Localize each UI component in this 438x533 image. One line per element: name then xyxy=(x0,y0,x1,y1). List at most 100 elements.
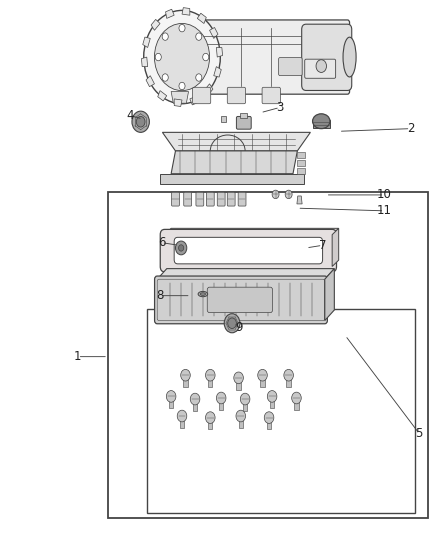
Text: 11: 11 xyxy=(377,204,392,217)
Ellipse shape xyxy=(144,11,220,104)
FancyBboxPatch shape xyxy=(174,237,322,264)
Bar xyxy=(297,160,305,166)
Circle shape xyxy=(258,369,267,381)
Bar xyxy=(208,422,212,429)
Circle shape xyxy=(234,372,244,384)
Polygon shape xyxy=(216,47,223,57)
Text: 10: 10 xyxy=(377,189,392,201)
Circle shape xyxy=(175,49,189,66)
Circle shape xyxy=(177,410,187,422)
Ellipse shape xyxy=(313,114,330,128)
Circle shape xyxy=(216,392,226,404)
FancyBboxPatch shape xyxy=(262,87,280,104)
FancyBboxPatch shape xyxy=(172,192,180,206)
Ellipse shape xyxy=(198,292,208,297)
Circle shape xyxy=(162,74,168,81)
Polygon shape xyxy=(151,19,160,30)
Bar xyxy=(221,116,226,122)
Circle shape xyxy=(236,410,246,422)
Polygon shape xyxy=(165,228,339,235)
Circle shape xyxy=(285,190,292,199)
FancyBboxPatch shape xyxy=(206,192,214,206)
Bar xyxy=(260,379,265,387)
Polygon shape xyxy=(143,37,150,47)
Circle shape xyxy=(162,33,202,82)
Circle shape xyxy=(316,60,326,72)
Polygon shape xyxy=(146,76,155,87)
Text: 8: 8 xyxy=(156,289,164,302)
Circle shape xyxy=(166,391,176,402)
Circle shape xyxy=(224,314,240,333)
Bar xyxy=(297,152,305,158)
Bar xyxy=(297,168,305,174)
Circle shape xyxy=(162,33,168,41)
FancyBboxPatch shape xyxy=(237,116,251,129)
Circle shape xyxy=(267,391,277,402)
Polygon shape xyxy=(166,9,174,18)
Polygon shape xyxy=(158,91,167,101)
Bar xyxy=(286,379,291,387)
FancyBboxPatch shape xyxy=(238,192,246,206)
Circle shape xyxy=(228,318,237,328)
Text: 1: 1 xyxy=(74,350,81,363)
Polygon shape xyxy=(190,96,198,105)
Circle shape xyxy=(292,392,301,404)
Text: 2: 2 xyxy=(407,122,414,135)
Circle shape xyxy=(176,241,187,255)
FancyBboxPatch shape xyxy=(184,20,350,94)
Polygon shape xyxy=(325,269,334,320)
Circle shape xyxy=(136,116,145,127)
Bar xyxy=(169,401,173,408)
Circle shape xyxy=(205,369,215,381)
Polygon shape xyxy=(297,196,302,204)
Circle shape xyxy=(264,412,274,423)
Polygon shape xyxy=(171,151,297,174)
Polygon shape xyxy=(214,67,221,77)
Polygon shape xyxy=(204,84,213,95)
Circle shape xyxy=(132,111,149,132)
Bar xyxy=(180,420,184,427)
Text: 3: 3 xyxy=(276,101,284,114)
Polygon shape xyxy=(332,228,339,266)
Circle shape xyxy=(205,412,215,423)
Polygon shape xyxy=(209,28,218,38)
FancyBboxPatch shape xyxy=(196,192,204,206)
Bar xyxy=(193,403,197,411)
Bar xyxy=(267,422,271,429)
FancyBboxPatch shape xyxy=(305,59,336,78)
Circle shape xyxy=(190,393,200,405)
Bar xyxy=(147,309,415,513)
Bar xyxy=(184,379,187,387)
Text: 9: 9 xyxy=(235,321,242,334)
FancyBboxPatch shape xyxy=(227,87,246,104)
Bar xyxy=(243,403,247,411)
Bar xyxy=(239,420,243,427)
Circle shape xyxy=(155,23,209,91)
Circle shape xyxy=(181,369,190,381)
Text: 6: 6 xyxy=(158,236,165,249)
Ellipse shape xyxy=(343,37,356,77)
Circle shape xyxy=(179,82,185,90)
Polygon shape xyxy=(171,92,188,103)
Bar xyxy=(313,119,330,127)
Text: 5: 5 xyxy=(416,427,423,440)
Circle shape xyxy=(179,245,184,251)
Circle shape xyxy=(196,74,202,81)
FancyBboxPatch shape xyxy=(217,192,225,206)
Text: 7: 7 xyxy=(319,239,326,252)
Polygon shape xyxy=(182,7,190,15)
FancyBboxPatch shape xyxy=(192,87,211,104)
Circle shape xyxy=(196,33,202,41)
FancyBboxPatch shape xyxy=(207,287,272,313)
Bar xyxy=(270,401,274,408)
Circle shape xyxy=(203,53,209,61)
Polygon shape xyxy=(174,99,182,107)
Polygon shape xyxy=(162,132,311,151)
Polygon shape xyxy=(160,174,304,184)
FancyBboxPatch shape xyxy=(279,58,302,76)
FancyBboxPatch shape xyxy=(302,24,352,91)
Text: 4: 4 xyxy=(126,109,134,122)
Bar xyxy=(219,402,223,410)
Bar xyxy=(240,113,247,118)
FancyBboxPatch shape xyxy=(227,192,235,206)
